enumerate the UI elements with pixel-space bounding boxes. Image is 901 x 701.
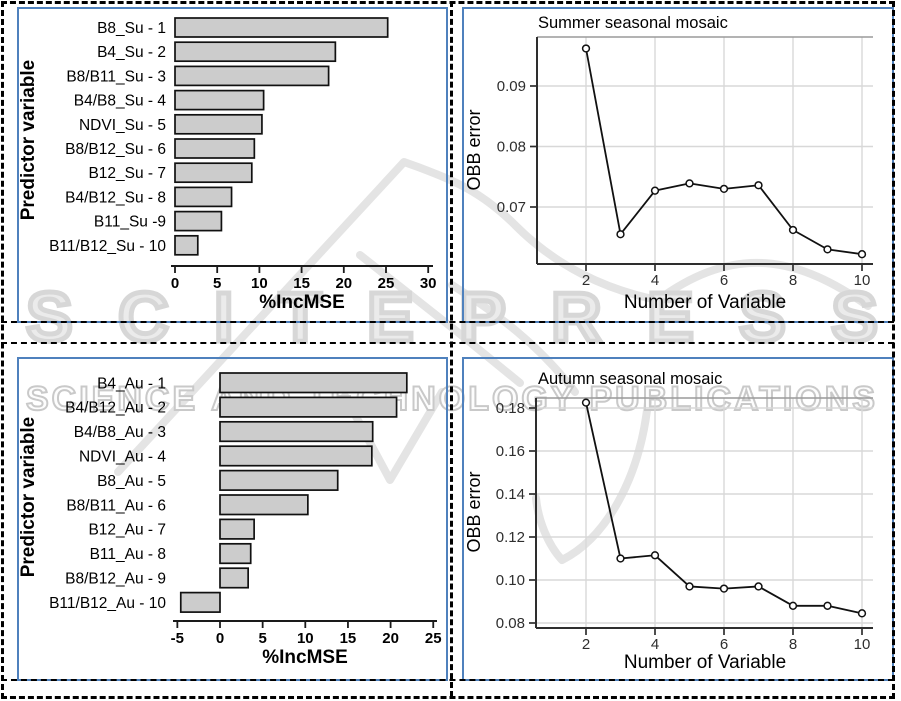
panel-border-autumn-importance — [17, 357, 448, 681]
dashed-divider-vertical — [450, 1, 453, 697]
panel-border-summer-importance — [17, 7, 448, 323]
dashed-divider-bottom-row-top — [1, 342, 894, 344]
panel-border-autumn-obb — [462, 357, 894, 681]
panel-border-summer-obb — [462, 7, 894, 323]
